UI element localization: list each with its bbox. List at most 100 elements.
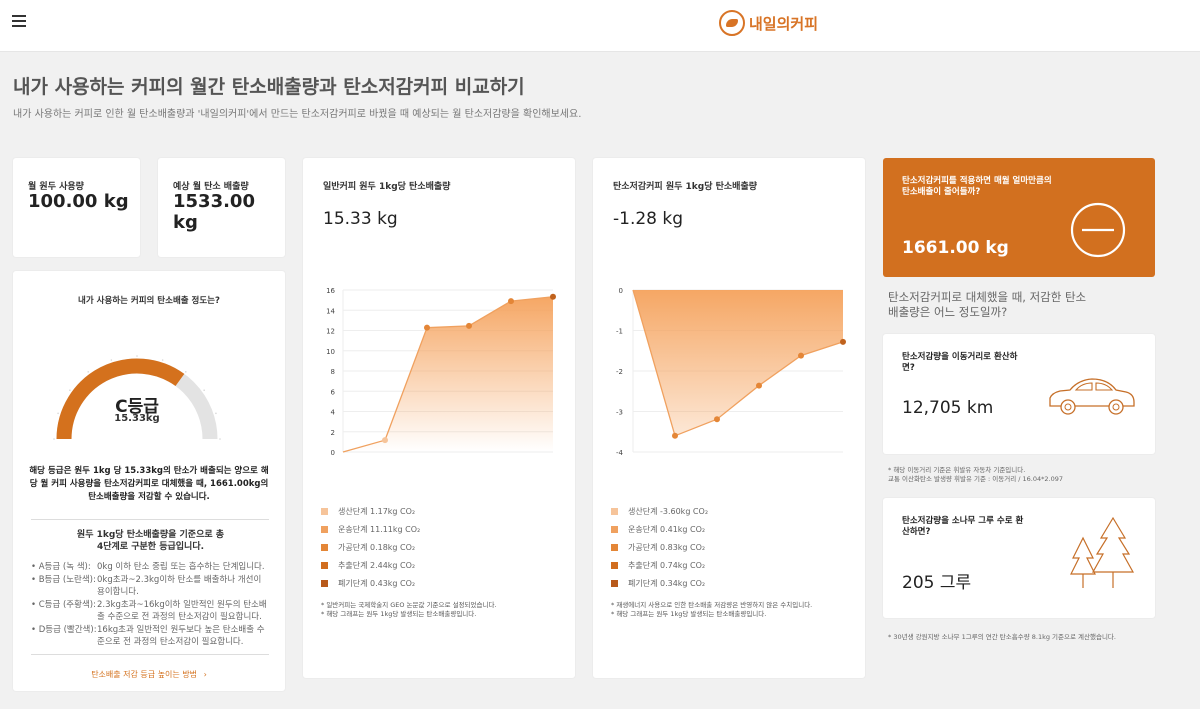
- data-point: [756, 382, 762, 389]
- grade-criteria-text: 0kg 이하 탄소 중립 또는 흡수하는 단계입니다.: [97, 562, 265, 572]
- reduced-card-value: -1.28 kg: [613, 209, 684, 229]
- logo-text: 내일의커피: [749, 14, 819, 33]
- y-tick-label: 0: [331, 449, 335, 457]
- legend-label: 추출단계 0.74kg CO₂: [628, 560, 706, 570]
- legend-item: 생산단계 1.17kg CO₂: [321, 502, 420, 520]
- reduced-note: * 재생에너지 사용으로 인한 탄소배출 저감량은 반영하지 않은 수치입니다.: [611, 601, 813, 609]
- savings-title: 탄소저감커피를 적용하면 매월 얼마만큼의 탄소배출이 줄어들까?: [902, 176, 1052, 197]
- usage-value: 100.00 kg: [28, 191, 129, 212]
- legend-item: 가공단계 0.18kg CO₂: [321, 538, 420, 556]
- data-point: [798, 352, 804, 359]
- grade-question: 내가 사용하는 커피의 탄소배출 정도는?: [78, 296, 220, 306]
- legend-item: 생산단계 -3.60kg CO₂: [611, 502, 708, 520]
- y-tick-label: 4: [331, 409, 336, 417]
- grade-criteria-item: • C등급 (주황색): 2.3kg초과~16kg이하 일반적인 원두의 탄소배출…: [31, 599, 271, 623]
- hamburger-menu-icon[interactable]: [12, 15, 26, 29]
- data-point: [382, 437, 388, 444]
- y-tick-label: 14: [326, 307, 335, 315]
- legend-item: 폐기단계 0.34kg CO₂: [611, 574, 708, 592]
- grade-criteria-item: • B등급 (노란색): 0kg초과~2.3kg이하 탄소를 배출하나 개선이 용…: [31, 574, 271, 598]
- car-icon: [1049, 378, 1135, 415]
- data-point: [466, 322, 472, 329]
- distance-notes: * 해당 이동거리 기준은 휘발유 자동차 기준입니다. 교통 이산화탄소 발생…: [888, 466, 1063, 484]
- grade-card: 내가 사용하는 커피의 탄소배출 정도는? C등급 15.33kg 해당 등급은…: [13, 271, 285, 691]
- tree-value: 205 그루: [902, 573, 972, 593]
- legend-swatch: [611, 525, 618, 533]
- data-point: [424, 324, 430, 331]
- emission-label: 예상 월 탄소 배출량: [173, 182, 249, 192]
- logo[interactable]: 내일의커피: [719, 10, 818, 36]
- legend-item: 추출단계 2.44kg CO₂: [321, 556, 420, 574]
- gauge-tick: [110, 359, 113, 361]
- gauge-fill: [56, 358, 185, 440]
- distance-title: 탄소저감량을 이동거리로 환산하면?: [902, 352, 1018, 373]
- distance-value: 12,705 km: [902, 398, 994, 418]
- reduced-card-notes: * 재생에너지 사용으로 인한 탄소배출 저감량은 반영하지 않은 수치입니다.…: [611, 601, 812, 619]
- data-point: [508, 298, 514, 305]
- reduced-note: * 해당 그래프는 원두 1kg당 발생되는 탄소배출량입니다.: [611, 610, 767, 618]
- legend-swatch: [611, 543, 618, 551]
- reduced-emission-chart: 0 -1 -2 -3 -4: [616, 287, 846, 457]
- gauge-tick: [57, 412, 59, 415]
- gauge-tick: [161, 359, 164, 361]
- legend-label: 폐기단계 0.43kg CO₂: [338, 578, 416, 588]
- reduced-legend: 생산단계 -3.60kg CO₂ 운송단계 0.41kg CO₂ 가공단계 0.83…: [611, 502, 708, 592]
- gauge-tick: [69, 389, 71, 392]
- gauge-tick: [219, 438, 221, 440]
- grade-criteria-item: • A등급 (녹 색): 0kg 이하 탄소 중립 또는 흡수하는 단계입니다.: [31, 561, 271, 573]
- monthly-emission-card: 예상 월 탄소 배출량 1533.00 kg: [158, 158, 285, 257]
- normal-emission-chart: 16 14 12 10 8 6 4 2 0: [326, 287, 556, 457]
- monthly-usage-card: 월 원두 사용량 100.00 kg: [13, 158, 140, 257]
- savings-question: 탄소저감커피로 대체했을 때, 저감한 탄소배출량은 어느 정도일까?: [888, 290, 1087, 319]
- legend-label: 생산단계 -3.60kg CO₂: [628, 506, 709, 516]
- legend-swatch: [611, 561, 618, 569]
- improve-grade-link[interactable]: 탄소배출 저감 등급 높이는 방법 ›: [13, 669, 285, 680]
- y-tick-label: 2: [331, 429, 335, 437]
- normal-coffee-card: 일반커피 원두 1kg당 탄소배출량 15.33 kg 16 14 12 10 8 6 4 2…: [303, 158, 575, 678]
- normal-legend: 생산단계 1.17kg CO₂ 운송단계 11.11kg CO₂ 가공단계 0.18…: [321, 502, 420, 592]
- normal-note: * 일반커피는 국제학술지 GEO 논문값 기준으로 설정되었습니다.: [321, 601, 497, 609]
- grade-label: C등급: [115, 397, 159, 417]
- gauge-tick: [87, 371, 90, 373]
- y-tick-label: -2: [616, 368, 623, 376]
- emission-value: 1533.00 kg: [173, 191, 255, 233]
- legend-swatch: [611, 507, 618, 515]
- grade-criteria-key: • B등급 (노란색):: [31, 575, 96, 585]
- series-line: [632, 289, 844, 437]
- tree-card: 탄소저감량을 소나무 그루 수로 환산하면? 205 그루: [883, 498, 1155, 618]
- tree-title: 탄소저감량을 소나무 그루 수로 환산하면?: [902, 516, 1024, 537]
- data-point: [672, 432, 678, 439]
- legend-item: 운송단계 11.11kg CO₂: [321, 520, 420, 538]
- improve-grade-link-label: 탄소배출 저감 등급 높이는 방법: [91, 670, 198, 679]
- gauge-tick: [215, 412, 217, 415]
- legend-label: 운송단계 0.41kg CO₂: [628, 524, 706, 534]
- y-tick-label: 6: [331, 388, 336, 396]
- legend-swatch: [321, 579, 328, 587]
- gauge-tick: [53, 438, 55, 440]
- y-tick-label: 16: [326, 287, 335, 295]
- y-tick-label: 12: [326, 328, 335, 336]
- legend-label: 운송단계 11.11kg CO₂: [338, 524, 421, 534]
- legend-item: 추출단계 0.74kg CO₂: [611, 556, 708, 574]
- y-tick-label: 0: [619, 287, 623, 295]
- data-point: [840, 338, 846, 345]
- grade-criteria-key: • A등급 (녹 색):: [31, 562, 91, 572]
- chevron-right-icon: ›: [203, 670, 207, 679]
- legend-label: 폐기단계 0.34kg CO₂: [628, 578, 706, 588]
- normal-card-title: 일반커피 원두 1kg당 탄소배출량: [323, 182, 451, 192]
- criteria-title: 원두 1kg당 탄소배출량을 기준으로 총 4단계로 구분한 등급입니다.: [76, 530, 225, 552]
- pine-tree-icon: [1070, 516, 1135, 588]
- grade-criteria-key: • D등급 (빨간색):: [31, 625, 97, 635]
- area-fill: [343, 296, 553, 452]
- normal-card-value: 15.33 kg: [323, 209, 398, 229]
- reduced-coffee-card: 탄소저감커피 원두 1kg당 탄소배출량 -1.28 kg 0 -1 -2 -3 -4 …: [593, 158, 865, 678]
- gauge-tick: [136, 355, 138, 357]
- legend-swatch: [321, 525, 328, 533]
- legend-item: 폐기단계 0.43kg CO₂: [321, 574, 420, 592]
- data-point: [714, 416, 720, 423]
- data-point: [550, 293, 556, 300]
- distance-note: * 해당 이동거리 기준은 휘발유 자동차 기준입니다.: [888, 466, 1026, 474]
- grade-criteria-text: 16kg초과 일반적인 원두보다 높은 탄소배출 수준으로 전 과정의 탄소저감…: [97, 625, 265, 647]
- legend-swatch: [321, 543, 328, 551]
- legend-label: 추출단계 2.44kg CO₂: [338, 560, 416, 570]
